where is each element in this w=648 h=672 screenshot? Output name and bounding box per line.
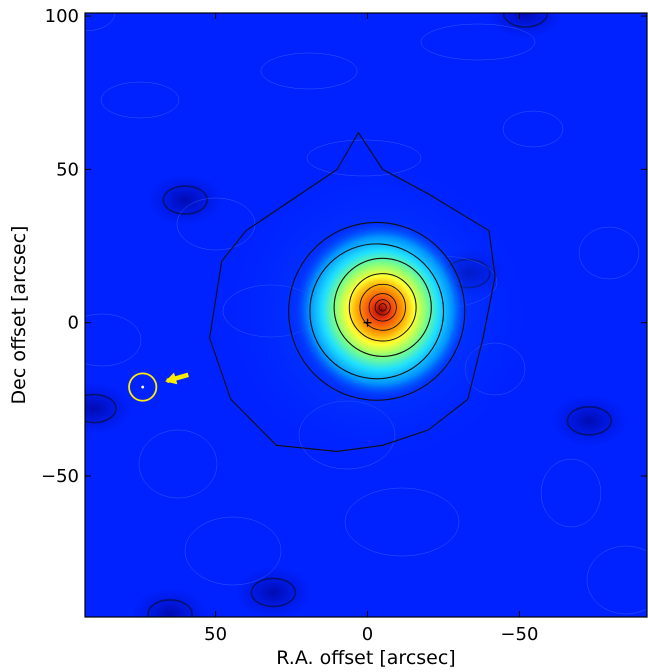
arrow-head <box>165 372 178 385</box>
texture-contour-5 <box>138 429 218 499</box>
texture-contour-9 <box>100 81 180 119</box>
minor-feature-0 <box>147 174 224 227</box>
source-emission <box>228 163 529 464</box>
contour-level-0 <box>288 221 466 401</box>
minor-feature-contour-2 <box>566 405 613 436</box>
texture-contour-11 <box>344 487 460 557</box>
y-tick-label-1: 0 <box>68 313 79 334</box>
texture-contour-13 <box>85 313 142 367</box>
y-axis-ticks: −50 0 50 100 <box>41 6 647 487</box>
plot-frame <box>84 12 648 618</box>
contour-level-2 <box>333 257 432 357</box>
y-tick-label-0: −50 <box>41 466 79 487</box>
texture-contour-17 <box>586 545 647 615</box>
x-axis-ticks: 50 0 −50 <box>204 13 538 645</box>
highlight-circle <box>128 372 158 402</box>
contour-level-4 <box>359 283 406 331</box>
contour-level-5 <box>368 293 397 322</box>
minor-feature-contour-5 <box>250 577 297 608</box>
contour-level-1 <box>309 243 445 380</box>
minor-feature-4 <box>132 587 209 617</box>
x-tick-label-0: 50 <box>204 624 227 645</box>
minor-feature-2 <box>551 394 628 447</box>
texture-contour-4 <box>578 226 640 280</box>
x-tick-label-2: −50 <box>500 624 538 645</box>
contour-level-3 <box>348 273 417 342</box>
contour-lines <box>209 132 496 452</box>
minor-feature-contour-6 <box>85 393 117 424</box>
y-axis-label: Dec offset [arcsec] <box>8 226 30 405</box>
minor-feature-6 <box>85 382 133 435</box>
x-tick-label-1: 0 <box>362 624 373 645</box>
highlight-circle-dot <box>141 385 145 389</box>
y-tick-label-2: 50 <box>56 159 79 180</box>
contour-level-6 <box>374 299 391 316</box>
minor-feature-contour-0 <box>162 185 209 215</box>
texture-contour-3 <box>420 23 536 61</box>
overlay-markers <box>128 318 372 402</box>
plot-area <box>85 13 647 617</box>
texture-contour-12 <box>502 110 564 148</box>
contour-level-7 <box>378 303 387 312</box>
texture-contour-8 <box>540 458 602 528</box>
minor-feature-5 <box>235 566 312 617</box>
contour-outer <box>209 132 496 452</box>
texture-contour-14 <box>184 516 282 586</box>
minor-feature-contour-3 <box>502 13 549 28</box>
texture-contour-6 <box>260 52 358 90</box>
y-tick-label-3: 100 <box>45 6 79 27</box>
x-axis-label: R.A. offset [arcsec] <box>276 647 455 668</box>
minor-feature-contour-4 <box>147 599 193 617</box>
